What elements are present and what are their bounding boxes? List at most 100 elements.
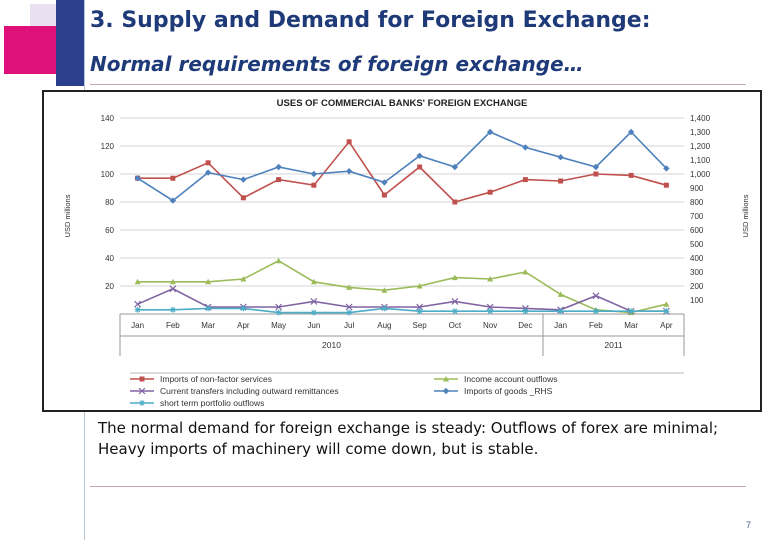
data-point-4 [557,308,564,315]
data-point-1 [134,278,141,285]
slide-subtitle: Normal requirements of foreign exchange… [90,52,584,76]
data-point-4 [487,308,494,315]
data-point-2 [592,292,600,300]
data-point-4 [205,305,212,312]
y-tick-label: 60 [105,226,114,235]
data-point-0 [558,178,564,184]
x-tick-label: Jul [344,321,354,330]
data-point-2 [345,303,353,311]
series-line-0 [137,140,667,203]
data-point-0 [205,160,211,166]
data-point-4 [134,306,141,313]
data-point-0 [240,195,246,201]
data-point-4 [416,308,423,315]
data-point-4 [346,309,353,316]
data-point-4 [451,308,458,315]
data-point-3 [381,179,388,186]
y-tick-label: 100 [101,170,115,179]
y-tick-label: 140 [101,114,115,123]
data-point-1 [275,257,282,264]
y-axis-label-right: USD millions [741,194,750,237]
series-line-1 [137,259,667,314]
data-point-3 [134,175,141,182]
x-tick-label: May [271,321,286,330]
data-point-4 [663,308,670,315]
data-point-1 [346,284,353,290]
x-tick-label: Nov [483,321,497,330]
data-point-3 [663,165,670,172]
data-point-0 [417,164,423,170]
data-point-0 [276,177,282,183]
deco-square-pink [4,26,56,74]
data-point-1 [240,276,247,282]
data-point-0 [663,182,669,188]
data-point-0 [522,177,528,183]
slide-body-text: The normal demand for foreign exchange i… [98,419,719,458]
data-point-2 [275,303,283,311]
y-tick-label: 20 [105,282,114,291]
data-point-1 [169,278,176,285]
data-point-4 [522,308,529,315]
data-point-0 [452,199,458,205]
x-tick-label: Jan [554,321,567,330]
year-group-label: 2010 [322,340,341,350]
y-tick-label: 120 [101,142,115,151]
series-line-4 [137,307,667,314]
data-point-3 [522,144,529,151]
chart-title: USES OF COMMERCIAL BANKS' FOREIGN EXCHAN… [277,98,528,109]
data-point-1 [557,291,564,297]
y-tick-label: 40 [105,254,114,263]
data-point-1 [663,301,670,307]
chart-frame: USES OF COMMERCIAL BANKS' FOREIGN EXCHAN… [42,90,762,412]
y-right-tick-label: 900 [690,184,704,193]
y-right-tick-label: 500 [690,240,704,249]
legend-label: Imports of goods _RHS [464,386,553,396]
data-point-4 [240,305,247,312]
y-right-tick-label: 1,100 [690,156,711,165]
legend-swatch-marker [139,376,145,382]
y-right-tick-label: 300 [690,268,704,277]
title-divider [90,84,746,85]
x-tick-label: Feb [166,321,180,330]
page-number: 7 [746,520,752,530]
x-tick-label: Apr [237,321,250,330]
data-point-3 [627,128,635,136]
data-point-3 [416,152,423,159]
slide-title: 3. Supply and Demand for Foreign Exchang… [90,8,651,33]
data-point-1 [381,287,388,293]
data-point-1 [522,269,529,275]
y-right-tick-label: 600 [690,226,704,235]
y-right-tick-label: 1,400 [690,114,711,123]
data-point-3 [310,170,318,178]
data-point-0 [628,172,634,178]
data-point-1 [416,283,423,289]
x-tick-label: Feb [589,321,603,330]
y-right-tick-label: 1,200 [690,142,711,151]
legend-swatch-marker [139,400,145,406]
series-line-2 [137,287,667,312]
series-line-3 [137,130,667,202]
y-right-tick-label: 400 [690,254,704,263]
y-axis-label: USD millions [63,194,72,237]
data-point-0 [487,189,493,195]
x-tick-label: Dec [518,321,532,330]
y-right-tick-label: 1,300 [690,128,711,137]
data-point-1 [310,278,317,285]
x-tick-label: Mar [624,321,638,330]
data-point-0 [593,171,599,177]
data-point-4 [381,305,388,312]
data-point-3 [345,168,353,175]
y-tick-label: 80 [105,198,114,207]
legend-swatch-marker [442,387,450,395]
x-tick-label: Aug [377,321,391,330]
data-point-3 [592,163,600,171]
y-right-tick-label: 800 [690,198,704,207]
data-point-0 [346,139,352,145]
data-point-1 [451,274,458,281]
data-point-1 [487,276,494,282]
bottom-divider [90,486,746,487]
legend-label: short term portfolio outflows [160,398,264,408]
data-point-4 [628,308,635,315]
data-point-3 [204,169,212,176]
data-point-0 [170,175,176,181]
